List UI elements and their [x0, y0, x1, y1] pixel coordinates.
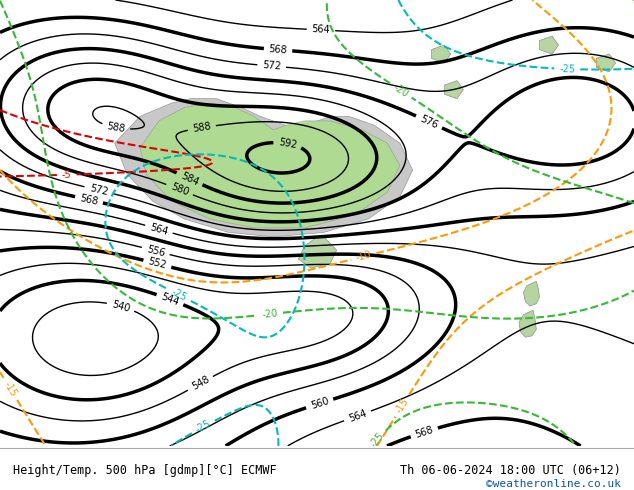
Text: 572: 572	[262, 60, 281, 72]
Text: -15: -15	[2, 380, 19, 398]
Text: -15: -15	[394, 396, 411, 415]
Text: -10: -10	[355, 250, 373, 263]
Text: -25: -25	[194, 418, 213, 435]
Text: ©weatheronline.co.uk: ©weatheronline.co.uk	[486, 479, 621, 489]
Text: 592: 592	[278, 137, 298, 150]
Text: 540: 540	[110, 299, 131, 314]
Text: 548: 548	[190, 374, 211, 392]
Text: 556: 556	[145, 244, 166, 258]
Text: 568: 568	[79, 193, 99, 207]
Text: 572: 572	[88, 183, 109, 197]
Text: -25: -25	[559, 64, 576, 74]
Text: Height/Temp. 500 hPa [gdmp][°C] ECMWF: Height/Temp. 500 hPa [gdmp][°C] ECMWF	[13, 464, 276, 477]
Text: 564: 564	[148, 222, 169, 237]
Text: 584: 584	[179, 171, 200, 187]
Text: 568: 568	[414, 424, 434, 440]
Text: 564: 564	[347, 408, 368, 424]
Text: 560: 560	[309, 396, 330, 411]
Text: 564: 564	[311, 24, 330, 35]
Text: 588: 588	[192, 122, 212, 134]
Text: -5: -5	[61, 170, 72, 180]
Text: 580: 580	[169, 182, 190, 197]
Text: -25: -25	[170, 287, 189, 303]
Text: 588: 588	[106, 121, 126, 134]
Text: Th 06-06-2024 18:00 UTC (06+12): Th 06-06-2024 18:00 UTC (06+12)	[401, 464, 621, 477]
Text: -25: -25	[368, 431, 386, 450]
Text: -20: -20	[392, 82, 410, 99]
Text: -20: -20	[262, 308, 278, 320]
Text: 576: 576	[418, 114, 439, 130]
Text: 544: 544	[160, 292, 181, 307]
Text: 552: 552	[147, 257, 167, 271]
Text: 568: 568	[268, 44, 288, 55]
